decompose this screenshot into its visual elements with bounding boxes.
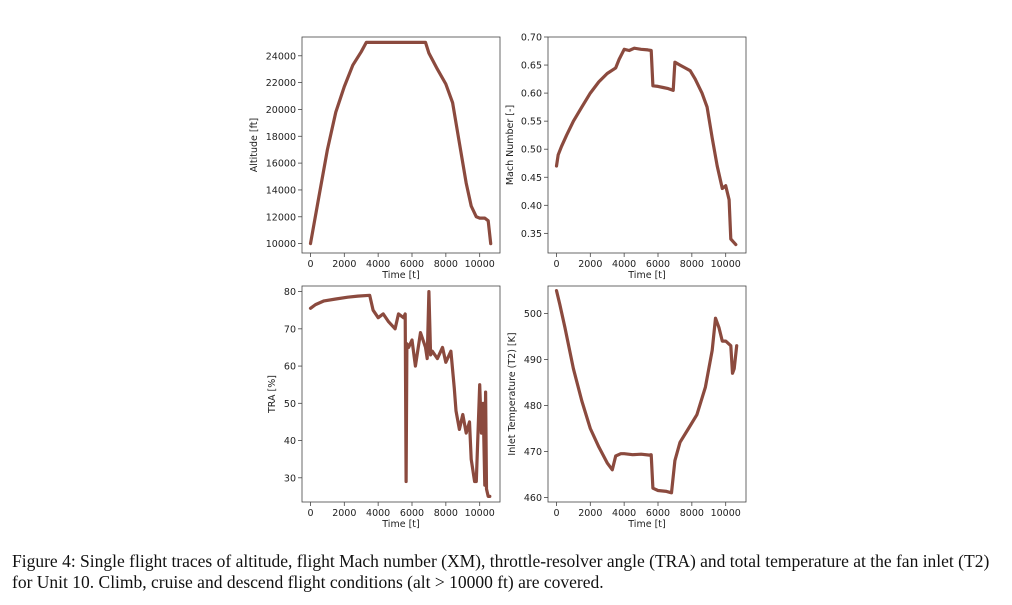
y-tick-label: 60 [284, 362, 296, 373]
x-tick-label: 10000 [465, 259, 495, 270]
y-tick-label: 40 [284, 436, 296, 447]
x-tick-label: 0 [307, 259, 313, 270]
chart-panel-3: 0 2000 4000 6000 8000 10000 30 40 50 60 70 80 Time [… [267, 285, 501, 530]
y-tick-label: 0.40 [521, 201, 542, 212]
x-tick-label: 0 [553, 508, 559, 519]
x-tick-label: 0 [553, 259, 559, 270]
data-series-line [554, 46, 738, 247]
x-tick-label: 10000 [711, 259, 741, 270]
y-tick-label: 0.35 [521, 229, 542, 240]
y-tick-label: 0.70 [521, 33, 542, 44]
chart-panel-2: 0 2000 4000 6000 8000 10000 0.35 0.40 0.45 0.50 0.… [505, 33, 747, 281]
y-tick-label: 22000 [266, 78, 296, 89]
plot-frame [301, 285, 501, 503]
x-axis-label: Time [t] [381, 270, 419, 281]
figure-caption: Figure 4: Single flight traces of altitu… [12, 551, 990, 592]
y-tick-label: 50 [284, 399, 296, 410]
x-tick-label: 6000 [646, 259, 670, 270]
x-tick-label: 8000 [680, 259, 704, 270]
y-axis-label: Inlet Temperature (T2) [K] [507, 332, 518, 455]
plot-frame [547, 285, 747, 503]
data-series-line [308, 40, 493, 246]
x-axis-label: Time [t] [627, 519, 665, 530]
y-axis-label: Mach Number [-] [505, 105, 516, 185]
chart-panel-1: 0 2000 4000 6000 8000 10000 10000 12000 14000 160… [249, 36, 501, 281]
x-tick-label: 6000 [400, 259, 424, 270]
y-tick-label: 0.55 [521, 117, 542, 128]
y-tick-label: 30 [284, 473, 296, 484]
x-tick-label: 8000 [434, 259, 458, 270]
x-tick-label: 4000 [612, 259, 636, 270]
y-tick-label: 460 [524, 493, 542, 504]
y-tick-label: 480 [524, 401, 542, 412]
y-tick-label: 0.65 [521, 61, 542, 72]
y-tick-label: 24000 [266, 51, 296, 62]
y-tick-label: 18000 [266, 132, 296, 143]
y-tick-label: 12000 [266, 212, 296, 223]
x-tick-label: 0 [307, 508, 313, 519]
y-axis-label: TRA [%] [267, 375, 278, 414]
x-tick-label: 4000 [366, 508, 390, 519]
x-tick-label: 10000 [465, 508, 495, 519]
y-tick-label: 500 [524, 309, 542, 320]
plot-frame [547, 36, 747, 254]
x-axis-label: Time [t] [627, 270, 665, 281]
x-tick-label: 2000 [332, 508, 356, 519]
y-tick-label: 14000 [266, 185, 296, 196]
y-tick-label: 0.45 [521, 173, 542, 184]
x-tick-label: 8000 [680, 508, 704, 519]
x-tick-label: 6000 [400, 508, 424, 519]
x-tick-label: 2000 [578, 508, 602, 519]
y-tick-label: 70 [284, 324, 296, 335]
x-tick-label: 2000 [578, 259, 602, 270]
x-tick-label: 6000 [646, 508, 670, 519]
y-tick-label: 80 [284, 287, 296, 298]
y-tick-label: 490 [524, 355, 542, 366]
x-tick-label: 4000 [612, 508, 636, 519]
chart-panel-4: 0 2000 4000 6000 8000 10000 460 470 480 490 500 Tim… [507, 285, 747, 530]
x-tick-label: 10000 [711, 508, 741, 519]
y-tick-label: 16000 [266, 159, 296, 170]
x-tick-label: 4000 [366, 259, 390, 270]
x-tick-label: 8000 [434, 508, 458, 519]
y-tick-label: 470 [524, 447, 542, 458]
figure-panels: 0 2000 4000 6000 8000 10000100001200014000160… [249, 33, 747, 530]
plot-frame [301, 36, 501, 254]
y-tick-label: 20000 [266, 105, 296, 116]
y-tick-label: 10000 [266, 239, 296, 250]
y-tick-label: 0.60 [521, 89, 542, 100]
x-tick-label: 2000 [332, 259, 356, 270]
x-axis-label: Time [t] [381, 519, 419, 530]
y-axis-label: Altitude [ft] [249, 118, 260, 172]
data-series-line [308, 290, 492, 498]
y-tick-label: 0.50 [521, 145, 542, 156]
data-series-line [554, 289, 739, 495]
